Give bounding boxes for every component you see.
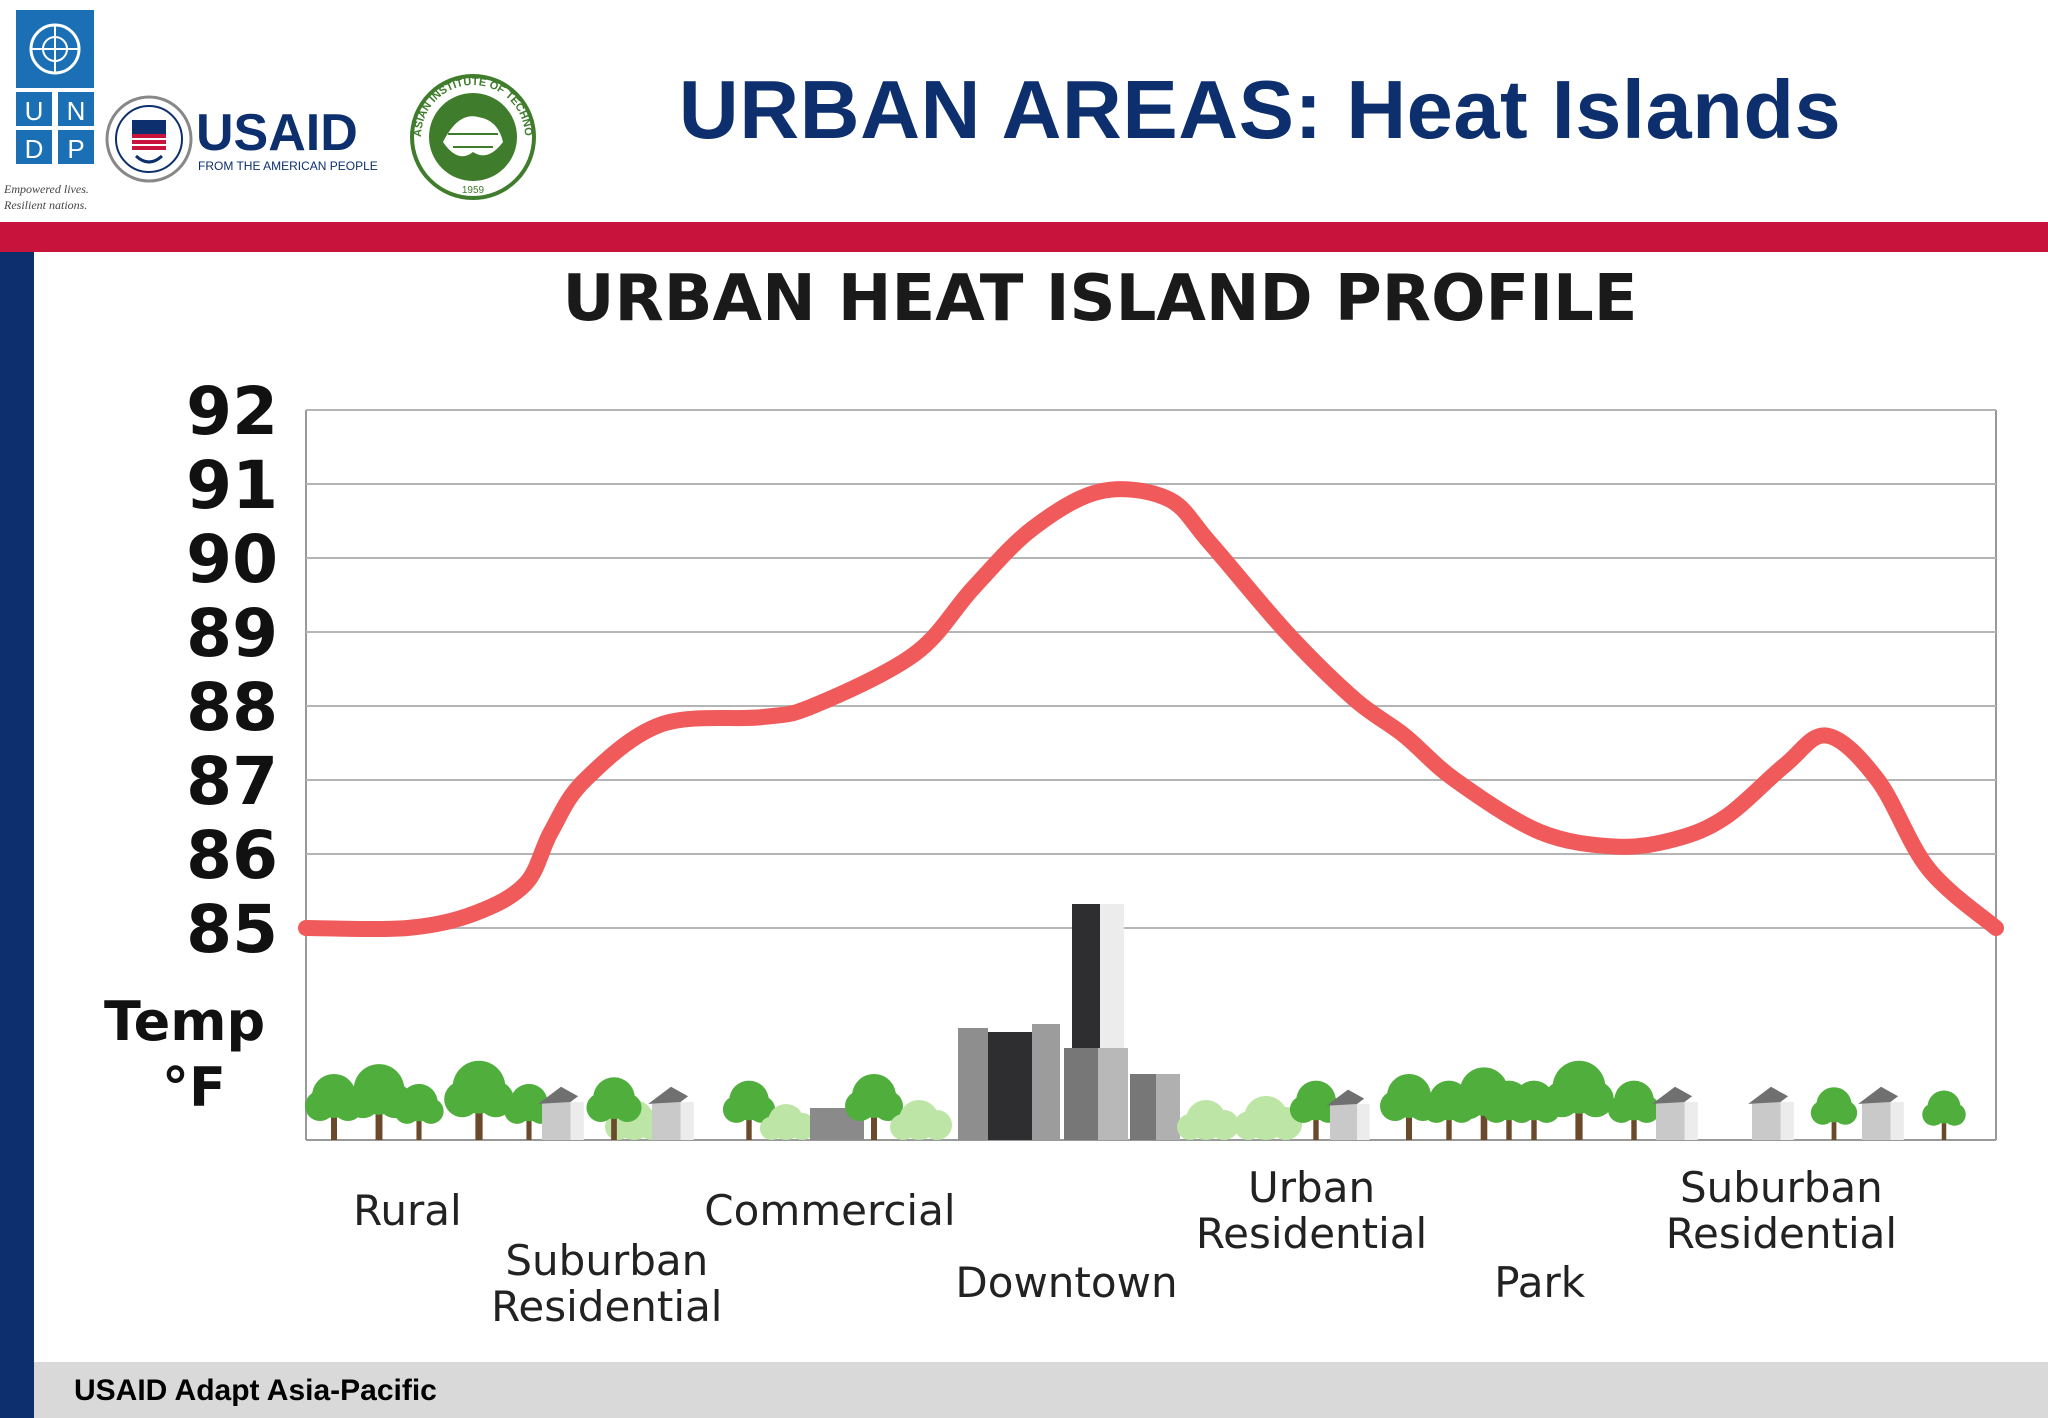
- footer-text: USAID Adapt Asia-Pacific: [74, 1374, 437, 1407]
- building-icon: [1032, 1024, 1060, 1140]
- tree-icon: [444, 1060, 514, 1140]
- tree-icon: [1810, 1087, 1858, 1140]
- house-icon: [1748, 1086, 1794, 1140]
- undp-letter: P: [67, 134, 84, 164]
- tree-icon: [1289, 1080, 1343, 1140]
- building-icon: [958, 1028, 988, 1140]
- undp-letter: N: [67, 96, 86, 126]
- y-tick-label: 86: [186, 817, 278, 894]
- bush-icon: [890, 1100, 952, 1140]
- house-icon: [1326, 1089, 1370, 1140]
- zone-label: Commercial: [704, 1186, 955, 1235]
- zone-label: Urban Residential: [1196, 1163, 1427, 1258]
- building-icon: [1098, 1048, 1128, 1140]
- heat-island-chart: URBAN HEAT ISLAND PROFILE 85868788899091…: [104, 262, 2004, 1331]
- y-tick-label: 90: [186, 521, 278, 598]
- zone-label: Park: [1494, 1258, 1585, 1307]
- y-tick-label: 88: [186, 669, 278, 746]
- y-tick-label: 92: [186, 373, 278, 450]
- zone-label: Suburban Residential: [491, 1236, 722, 1331]
- slide-header: U N D P Empowered lives. Resilient natio…: [0, 0, 2048, 222]
- building-icon: [1130, 1074, 1156, 1140]
- tree-icon: [1607, 1080, 1661, 1140]
- undp-letter: D: [25, 134, 44, 164]
- bush-icon: [1177, 1100, 1239, 1140]
- temperature-series: [298, 481, 2004, 938]
- y-tick-label: 91: [186, 447, 278, 524]
- tree-icon: [845, 1074, 903, 1140]
- y-axis-label-line: °F: [162, 1056, 226, 1119]
- zone-label-line: Downtown: [955, 1258, 1177, 1307]
- y-tick-label: 87: [186, 743, 278, 820]
- slide-footer: USAID Adapt Asia-Pacific: [34, 1362, 2048, 1418]
- zone-label: Suburban Residential: [1666, 1163, 1897, 1258]
- zone-label-line: Residential: [1666, 1209, 1897, 1258]
- house-icon: [1652, 1086, 1698, 1140]
- tree-icon: [1507, 1080, 1561, 1140]
- cityscape-illustration: [305, 904, 1966, 1140]
- chart-title: URBAN HEAT ISLAND PROFILE: [563, 262, 1638, 336]
- zone-label-line: Residential: [491, 1282, 722, 1331]
- building-icon: [1156, 1074, 1180, 1140]
- y-axis-label: Temp °F: [104, 990, 284, 1119]
- tree-icon: [722, 1080, 776, 1140]
- house-icon: [648, 1086, 694, 1140]
- tree-icon: [305, 1074, 363, 1140]
- zone-label-line: Suburban: [505, 1236, 708, 1285]
- zone-label-line: Residential: [1196, 1209, 1427, 1258]
- usaid-wordmark: USAID: [196, 104, 358, 162]
- slide-title: URBAN AREAS: Heat Islands: [678, 63, 1842, 156]
- zone-label-line: Rural: [353, 1186, 462, 1235]
- chart-gridlines: [305, 409, 1997, 1141]
- bush-icon: [759, 1104, 816, 1140]
- tree-icon: [1922, 1090, 1966, 1140]
- zone-label-line: Suburban: [1680, 1163, 1883, 1212]
- usaid-logo: USAID FROM THE AMERICAN PEOPLE: [105, 95, 378, 183]
- undp-tagline: Empowered lives.: [4, 182, 89, 196]
- zone-label-line: Commercial: [704, 1186, 955, 1235]
- zone-label: Downtown: [955, 1258, 1177, 1307]
- tree-icon: [1544, 1060, 1614, 1140]
- zone-label-line: Park: [1494, 1258, 1585, 1307]
- undp-logo: U N D P Empowered lives. Resilient natio…: [4, 10, 94, 212]
- zone-label: Rural: [353, 1186, 462, 1235]
- usaid-tagline: FROM THE AMERICAN PEOPLE: [198, 159, 378, 173]
- left-accent-bar: [0, 252, 34, 1418]
- house-icon: [1858, 1086, 1904, 1140]
- header-divider: [0, 222, 2048, 252]
- y-tick-label: 89: [186, 595, 278, 672]
- zone-label-line: Urban: [1248, 1163, 1375, 1212]
- temperature-line: [298, 481, 2004, 938]
- building-icon: [988, 1032, 1032, 1140]
- tree-icon: [394, 1083, 444, 1140]
- undp-letter: U: [25, 96, 44, 126]
- tree-icon: [586, 1077, 642, 1140]
- y-axis-label-line: Temp: [104, 990, 265, 1053]
- house-icon: [538, 1086, 584, 1140]
- undp-tagline: Resilient nations.: [4, 198, 87, 212]
- ait-logo: ASIAN INSTITUTE OF TECHNOLOGY 1959: [408, 72, 536, 200]
- building-icon: [1064, 1048, 1098, 1140]
- ait-year: 1959: [462, 185, 485, 196]
- y-tick-label: 85: [186, 891, 278, 968]
